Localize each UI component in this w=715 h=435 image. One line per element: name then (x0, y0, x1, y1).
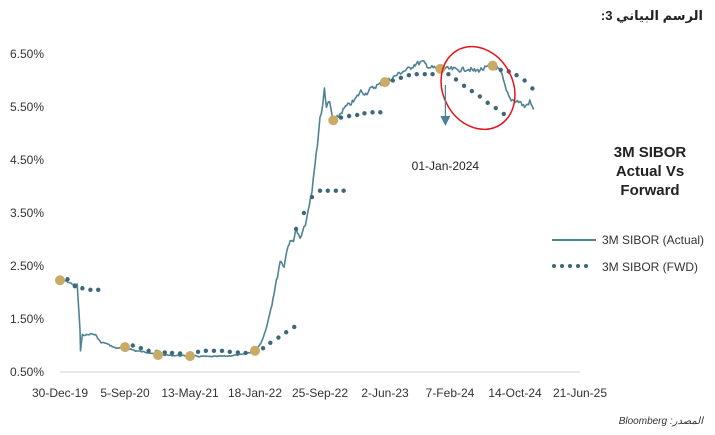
forward-point (243, 350, 248, 356)
forward-point (301, 210, 307, 216)
forward-point (333, 188, 339, 193)
source-note: المصدر: Bloomberg (618, 416, 703, 427)
x-tick-label: 5-Sep-20 (100, 386, 150, 400)
forward-point (317, 188, 323, 193)
x-tick-label: 18-Jan-22 (228, 386, 282, 400)
forward-point (390, 78, 395, 83)
forward-point (72, 283, 78, 289)
figure-title: الرسم البياني 3: (600, 8, 703, 23)
series-actual-line (59, 59, 535, 358)
forecast-start-marker (120, 342, 130, 353)
forecast-start-marker (328, 115, 339, 126)
forward-point (461, 83, 467, 89)
forward-point (346, 113, 352, 119)
y-tick-label: 0.50% (10, 365, 44, 379)
forward-point (195, 349, 201, 355)
forward-point (469, 88, 475, 94)
forward-point (341, 188, 346, 193)
forward-point (65, 277, 70, 282)
forward-point (138, 345, 144, 351)
forward-point (398, 75, 404, 81)
legend-label-forward: 3M SIBOR (FWD) (602, 260, 698, 274)
forward-point (88, 287, 93, 293)
y-tick-label: 2.50% (10, 259, 44, 273)
forward-point (485, 100, 490, 105)
forward-point (498, 67, 503, 73)
x-tick-label: 21-Jun-25 (553, 386, 607, 400)
side-title-line-1: 3M SIBOR (613, 144, 687, 161)
forward-point (219, 348, 225, 353)
forward-point (406, 73, 412, 78)
forward-point (276, 335, 281, 340)
y-tick-label: 1.50% (10, 312, 44, 326)
forward-point (514, 73, 519, 78)
legend-item-forward: 3M SIBOR (FWD) (552, 256, 704, 278)
forward-point (293, 226, 299, 232)
forecast-start-marker (380, 77, 390, 88)
chart-legend: 3M SIBOR (Actual) 3M SIBOR (FWD) (552, 229, 704, 283)
forecast-start-marker (153, 350, 164, 361)
forward-point (325, 188, 330, 193)
forward-point (530, 86, 535, 91)
forward-point (162, 350, 167, 355)
x-tick-label: 14-Oct-24 (488, 386, 542, 400)
forecast-start-marker (55, 275, 65, 286)
forward-point (80, 286, 85, 291)
x-tick-label: 2-Jun-23 (361, 386, 409, 400)
y-tick-label: 4.50% (10, 153, 44, 167)
forward-point (130, 343, 135, 348)
forward-point (177, 351, 183, 356)
legend-swatch-dots (552, 262, 596, 272)
forward-point (338, 115, 344, 120)
forward-point (522, 78, 527, 83)
forecast-start-marker (185, 351, 195, 362)
series-forward-dots (57, 63, 535, 356)
forward-point (309, 194, 315, 200)
forward-point (292, 324, 297, 330)
y-tick-label: 6.50% (10, 47, 44, 61)
side-title-line-2: Actual Vs Forward (615, 163, 685, 199)
y-tick-label: 3.50% (10, 206, 44, 220)
x-tick-label: 30-Dec-19 (32, 386, 88, 400)
forward-point (370, 110, 375, 115)
legend-item-actual: 3M SIBOR (Actual) (552, 229, 704, 251)
forward-point (477, 94, 483, 99)
forward-point (501, 111, 507, 117)
x-tick-label: 25-Sep-22 (292, 386, 348, 400)
forward-point (146, 348, 151, 353)
forward-point (96, 287, 101, 293)
forward-point (422, 71, 427, 77)
chart-side-title: 3M SIBOR Actual Vs Forward (585, 143, 715, 200)
forward-point (430, 71, 435, 77)
forward-point (378, 110, 383, 115)
forward-point (211, 348, 217, 353)
forward-point (493, 105, 498, 111)
annotation-arrow-head (440, 116, 451, 126)
forecast-start-marker (250, 345, 260, 356)
forward-point (414, 71, 419, 77)
forward-point (227, 349, 232, 355)
legend-swatch-line (552, 235, 596, 245)
highlight-circle (440, 45, 516, 131)
forward-point (453, 77, 459, 82)
forward-point (203, 348, 209, 353)
forward-point (169, 350, 175, 356)
forward-point (446, 71, 451, 77)
forward-point (284, 330, 289, 335)
x-tick-label: 7-Feb-24 (426, 386, 475, 400)
annotation-label: 01-Jan-2024 (412, 159, 480, 173)
forward-point (362, 111, 367, 116)
forward-point (268, 340, 273, 346)
x-tick-label: 13-May-21 (161, 386, 219, 400)
forward-point (354, 112, 360, 118)
forecast-start-marker (487, 60, 498, 71)
forecast-start-markers (55, 60, 498, 362)
forward-point (260, 345, 266, 351)
legend-label-actual: 3M SIBOR (Actual) (602, 233, 705, 247)
forward-point (235, 350, 241, 355)
y-tick-label: 5.50% (10, 100, 44, 114)
